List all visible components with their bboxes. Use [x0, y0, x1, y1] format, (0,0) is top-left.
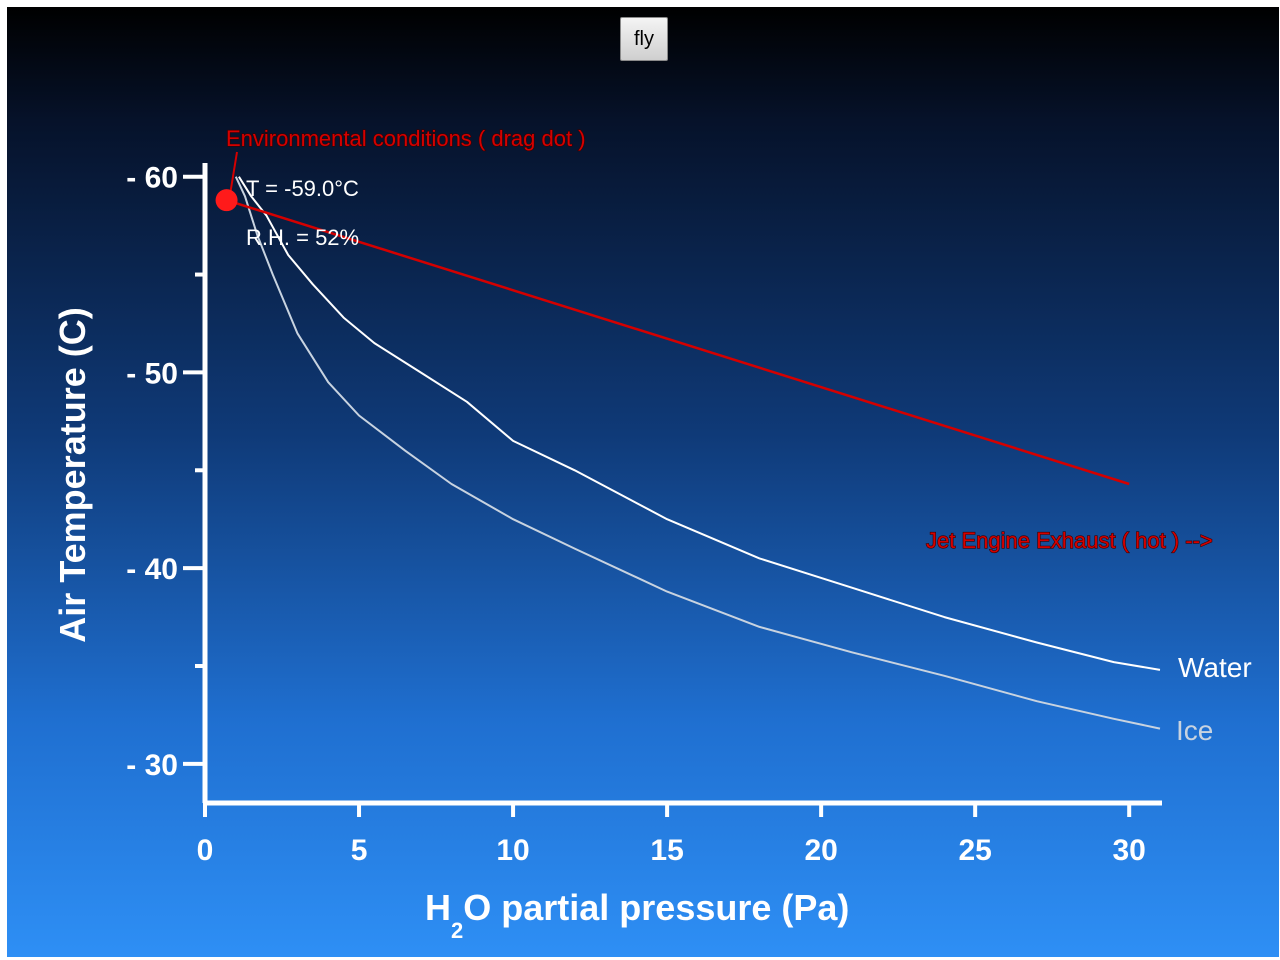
x-axis-title: H2O partial pressure (Pa): [425, 887, 849, 943]
fly-button[interactable]: fly: [620, 17, 668, 61]
y-tick-label: - 60: [126, 162, 178, 195]
x-tick-label: 5: [351, 834, 368, 867]
humidity-readout: R.H. = 52%: [246, 225, 359, 250]
water-curve: [238, 176, 1161, 671]
environment-annotation: Environmental conditions ( drag dot ): [226, 126, 586, 151]
x-tick-label: 10: [496, 834, 529, 867]
x-tick-label: 15: [650, 834, 683, 867]
water-curve-label: Water: [1178, 652, 1252, 683]
x-axis-title-subscript: 2: [451, 918, 463, 943]
exhaust-line: [226, 199, 1130, 486]
x-axis-title-rest: O partial pressure (Pa): [463, 887, 849, 928]
temperature-readout: T = -59.0°C: [246, 176, 359, 201]
axes: [202, 163, 1162, 806]
drag-dot[interactable]: [215, 189, 238, 212]
ice-curve: [234, 176, 1161, 730]
x-axis-title-h: H: [425, 887, 451, 928]
y-axis-title: Air Temperature (C): [52, 307, 93, 642]
y-tick-label: - 40: [126, 553, 178, 586]
y-tick-label: - 30: [126, 749, 178, 782]
x-tick-label: 30: [1113, 834, 1146, 867]
ticks: [183, 174, 1132, 817]
x-tick-label: 25: [958, 834, 991, 867]
curves: [226, 176, 1161, 730]
tick-labels: 0 5 10 15 20 25 30 - 60 - 50 - 40 - 30: [126, 162, 1146, 867]
x-tick-label: 0: [197, 834, 214, 867]
y-tick-label: - 50: [126, 357, 178, 390]
ice-curve-label: Ice: [1176, 715, 1213, 746]
x-tick-label: 20: [804, 834, 837, 867]
plot-panel: [7, 7, 1279, 957]
exhaust-annotation: Jet Engine Exhaust ( hot ) -->: [926, 528, 1213, 553]
